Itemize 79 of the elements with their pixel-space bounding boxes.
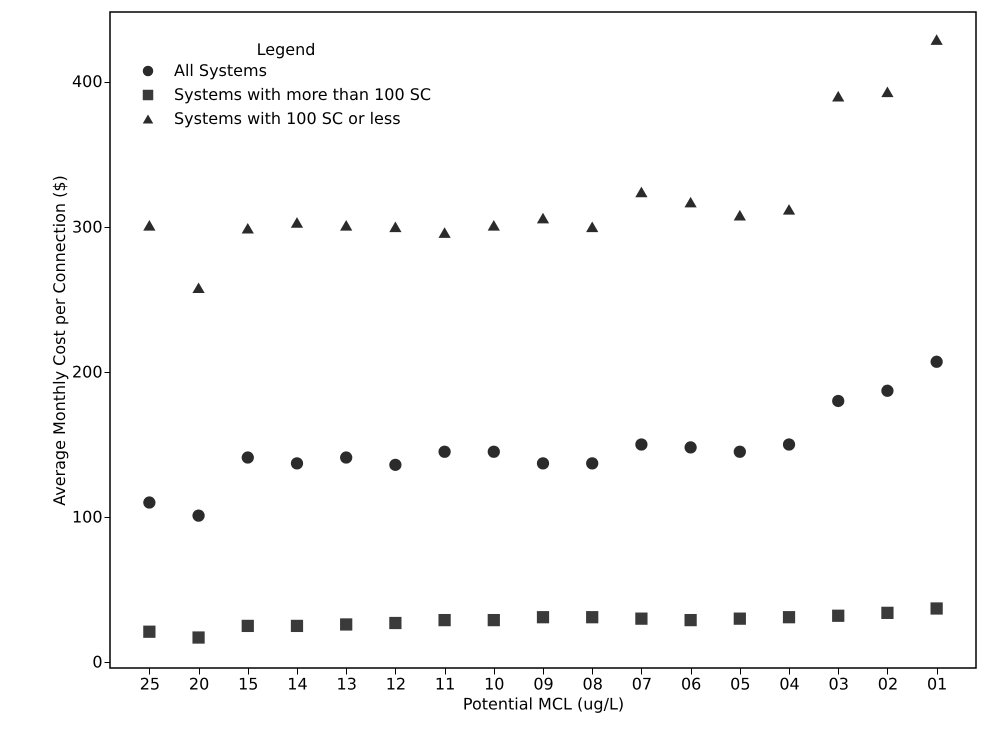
x-tick-label: 15	[238, 674, 258, 694]
point	[389, 221, 402, 232]
point	[389, 458, 402, 471]
y-tick-label: 0	[92, 652, 102, 672]
legend-label: Systems with 100 SC or less	[174, 109, 401, 128]
point	[290, 620, 304, 632]
x-axis-title: Potential MCL (ug/L)	[462, 694, 624, 714]
point	[192, 631, 205, 644]
point	[242, 620, 254, 632]
point	[782, 438, 796, 451]
legend-title: Legend	[256, 40, 316, 59]
point	[734, 446, 746, 458]
x-tick-label: 14	[287, 674, 308, 694]
x-tick-label: 10	[484, 674, 504, 694]
point	[143, 220, 156, 231]
point	[832, 394, 844, 408]
point	[684, 614, 697, 626]
point	[340, 451, 352, 464]
x-tick-label: 25	[140, 674, 160, 694]
y-axis-title: Average Monthly Cost per Connection ($)	[50, 175, 69, 506]
x-tick-label: 07	[632, 674, 652, 694]
x-tick-label: 02	[878, 674, 898, 694]
y-tick-label: 100	[72, 508, 102, 527]
x-tick-label: 03	[828, 674, 849, 694]
point	[290, 457, 304, 470]
x-tick-label: 13	[336, 674, 357, 694]
point	[930, 356, 943, 368]
x-tick-label: 06	[680, 674, 702, 694]
point	[242, 222, 254, 234]
point	[734, 210, 746, 220]
point	[488, 446, 500, 458]
point	[438, 446, 451, 458]
point	[143, 626, 156, 638]
point	[290, 217, 304, 228]
point	[438, 227, 451, 238]
point	[586, 221, 598, 232]
point	[881, 384, 894, 397]
point	[143, 496, 156, 509]
point	[242, 451, 254, 464]
point	[832, 90, 844, 102]
point	[488, 614, 500, 626]
point	[586, 457, 598, 470]
point	[881, 606, 894, 619]
point	[782, 611, 796, 624]
point	[684, 196, 697, 208]
point	[536, 212, 550, 224]
point	[536, 457, 550, 470]
x-tick-label: 01	[926, 674, 948, 694]
x-tick-label: 05	[730, 674, 750, 694]
point	[832, 610, 844, 622]
point	[192, 282, 205, 294]
point	[340, 220, 352, 231]
y-tick-label: 200	[72, 362, 102, 382]
point	[192, 510, 205, 522]
point	[930, 34, 943, 45]
point	[438, 614, 451, 626]
x-tick-label: 12	[386, 674, 406, 694]
point	[635, 612, 648, 625]
point	[881, 86, 894, 98]
point	[389, 616, 402, 630]
point	[340, 618, 352, 631]
point	[635, 186, 648, 198]
point	[586, 611, 598, 624]
point	[734, 612, 746, 625]
legend-label: All Systems	[174, 61, 267, 80]
point	[930, 602, 943, 615]
point	[488, 220, 500, 231]
point	[635, 438, 648, 451]
legend-label: Systems with more than 100 SC	[174, 85, 432, 104]
point	[782, 204, 796, 215]
point	[536, 611, 550, 624]
y-tick-label: 300	[72, 217, 102, 236]
point	[684, 441, 697, 454]
y-tick-label: 400	[72, 72, 102, 92]
x-tick-label: 09	[533, 674, 554, 694]
x-tick-label: 04	[779, 674, 800, 694]
x-tick-label: 11	[434, 674, 456, 694]
x-tick-label: 08	[582, 674, 603, 694]
x-tick-label: 20	[188, 674, 210, 694]
